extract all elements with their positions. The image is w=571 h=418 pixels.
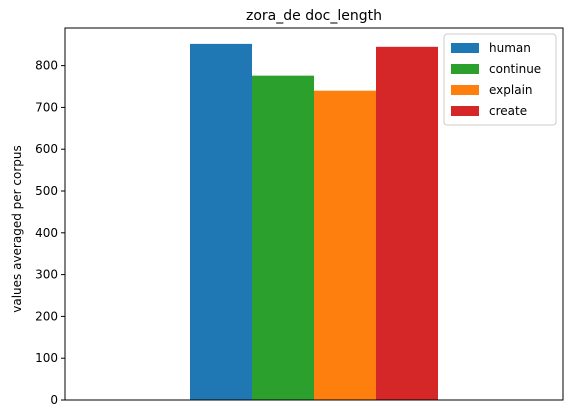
- plot-frame: [64, 27, 564, 401]
- y-tick-label-100: 100: [35, 351, 58, 365]
- legend-swatch-continue: [451, 64, 479, 74]
- legend-label-explain: explain: [489, 83, 533, 97]
- y-axis-label: values averaged per corpus: [10, 145, 24, 313]
- legend-box: [443, 33, 557, 126]
- y-tick-label-700: 700: [35, 100, 58, 114]
- y-tick-label-500: 500: [35, 184, 58, 198]
- chart-title: zora_de doc_length: [246, 8, 382, 24]
- legend-label-continue: continue: [489, 62, 541, 76]
- y-tick-label-400: 400: [35, 226, 58, 240]
- y-tick-label-300: 300: [35, 268, 58, 282]
- y-tick-label-800: 800: [35, 59, 58, 73]
- bar-human: [190, 43, 252, 400]
- y-tick-label-200: 200: [35, 309, 58, 323]
- y-tick-label-0: 0: [50, 393, 58, 407]
- legend-swatch-create: [451, 106, 479, 116]
- y-tick-label-600: 600: [35, 142, 58, 156]
- bar-create: [376, 46, 438, 400]
- legend-swatch-human: [451, 43, 479, 53]
- legend-label-create: create: [489, 104, 527, 118]
- bar-continue: [252, 75, 314, 400]
- legend-swatch-explain: [451, 85, 479, 95]
- legend-label-human: human: [489, 41, 531, 55]
- bar-explain: [314, 90, 376, 401]
- legend: human continue explain create: [443, 33, 557, 126]
